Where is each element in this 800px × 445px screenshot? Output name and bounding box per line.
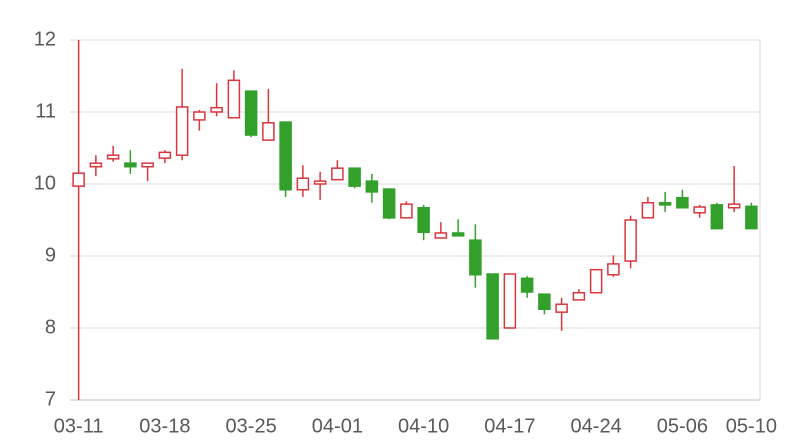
candle-body <box>227 79 241 119</box>
candle-body <box>469 239 482 276</box>
candle-body <box>124 162 137 168</box>
candle-body <box>313 180 327 185</box>
candle-body <box>538 293 551 311</box>
y-tick-label: 10 <box>34 172 56 194</box>
candle-body <box>710 204 724 230</box>
candle-body <box>693 206 706 214</box>
x-tick-label: 03-11 <box>54 415 104 437</box>
x-tick-label: 03-18 <box>139 415 190 437</box>
candle-body <box>451 232 465 237</box>
candle-body <box>555 303 568 313</box>
candle-body <box>641 201 655 219</box>
candle-body <box>727 203 741 209</box>
candle-body <box>382 188 396 219</box>
candle-body <box>193 111 206 121</box>
x-tick-label: 04-17 <box>484 415 535 437</box>
candle-body <box>365 180 379 193</box>
candle-body <box>331 167 344 181</box>
candle-body <box>658 201 672 206</box>
candle-body <box>89 162 103 168</box>
y-tick-label: 11 <box>35 100 56 122</box>
candle-body <box>745 205 758 230</box>
y-tick-label: 9 <box>45 244 56 266</box>
candle-body <box>262 122 275 141</box>
candle-body <box>400 203 413 219</box>
candle-body <box>486 273 499 340</box>
x-tick-label: 04-24 <box>571 415 622 437</box>
x-tick-label: 05-10 <box>726 415 777 437</box>
candle-body <box>434 232 448 239</box>
y-tick-label: 8 <box>45 316 56 338</box>
candle-body <box>296 177 310 191</box>
candle-body <box>607 263 620 276</box>
x-tick-label: 05-06 <box>657 415 708 437</box>
y-tick-label: 7 <box>45 388 56 410</box>
candle-body <box>589 268 603 294</box>
candle-body <box>158 151 172 159</box>
candle-body <box>572 291 586 301</box>
candle-body <box>417 207 430 233</box>
candle-body <box>141 162 154 168</box>
candle-body <box>624 219 637 262</box>
x-tick-label: 04-01 <box>312 415 363 437</box>
candle-body <box>279 121 292 191</box>
y-tick-label: 12 <box>34 28 56 50</box>
x-tick-label: 04-10 <box>398 415 449 437</box>
candle-body <box>520 277 534 293</box>
candle-body <box>503 273 517 329</box>
candle-body <box>210 106 223 113</box>
candle-body <box>72 172 85 187</box>
candle-body <box>348 167 361 187</box>
candle-body <box>106 154 120 160</box>
candle-body <box>676 196 689 209</box>
x-tick-label: 03-25 <box>226 415 277 437</box>
candle-body <box>244 90 258 136</box>
candle-body <box>175 106 189 156</box>
